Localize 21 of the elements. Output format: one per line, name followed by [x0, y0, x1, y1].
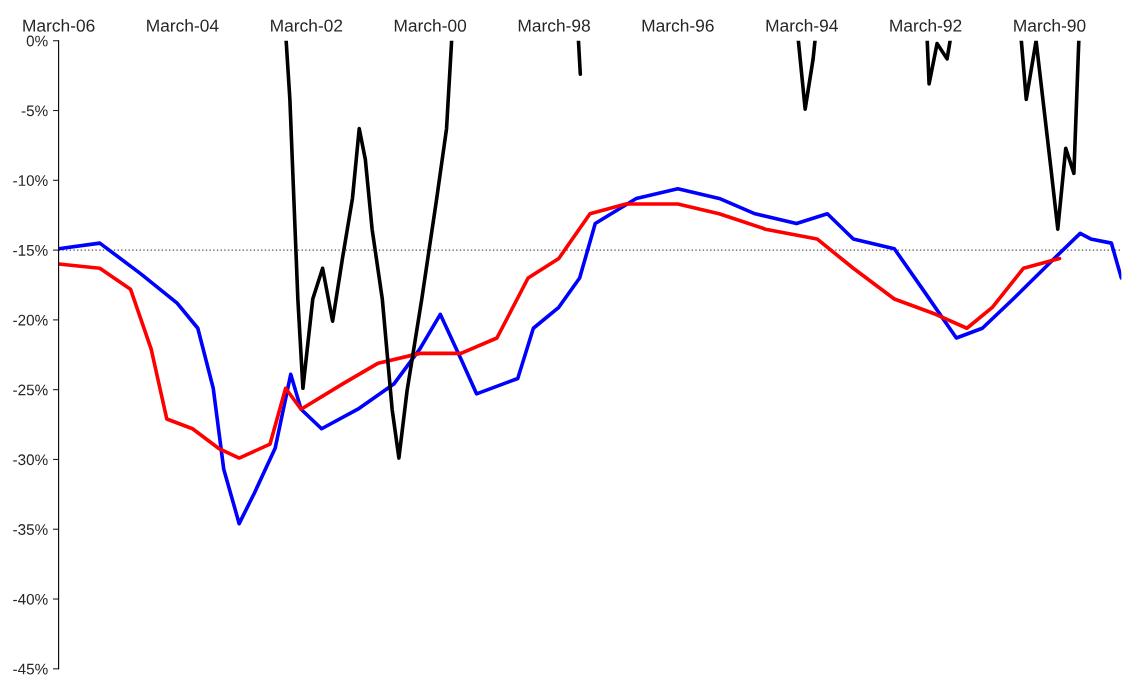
- x-tick-label: March-96: [642, 19, 714, 32]
- x-tick-label: March-06: [23, 19, 95, 32]
- line-series: [58, 202, 1062, 460]
- x-tick-label: March-00: [394, 19, 467, 32]
- y-tick-label: -35%: [13, 524, 48, 535]
- y-tick-label: -10%: [13, 175, 48, 186]
- y-tick-label: -25%: [13, 384, 48, 396]
- x-tick-label: March-92: [890, 19, 962, 32]
- x-tick-label: March-90: [1014, 19, 1086, 32]
- x-tick-label: March-98: [518, 19, 590, 32]
- x-tick-label: March-94: [766, 19, 838, 32]
- y-tick-label: -15%: [13, 245, 48, 256]
- y-tick-label: -45%: [13, 663, 48, 675]
- y-tick-label: -20%: [13, 314, 48, 326]
- y-tick-label: -40%: [13, 593, 48, 605]
- y-tick-label: 0%: [26, 35, 48, 47]
- x-tick-label: March-04: [147, 19, 219, 32]
- y-tick-label: -5%: [21, 105, 48, 117]
- x-tick-label: March-02: [271, 19, 343, 32]
- line-series: [58, 186, 1122, 526]
- y-tick-label: -30%: [13, 454, 48, 466]
